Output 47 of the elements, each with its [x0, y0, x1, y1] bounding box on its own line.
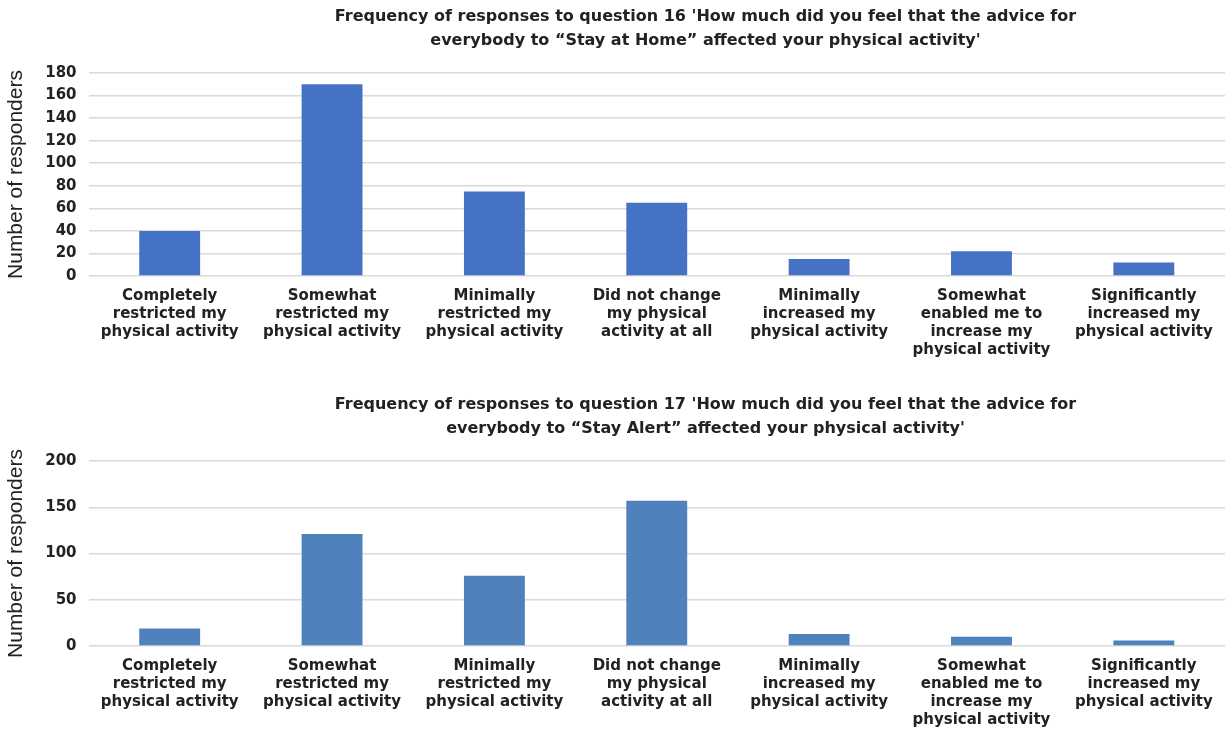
y-tick-label: 100: [45, 153, 77, 172]
x-tick-label: Somewhat restricted my physical activity: [263, 655, 402, 710]
y-tick-label: 50: [55, 589, 77, 608]
y-tick-label: 200: [45, 450, 77, 469]
x-tick-label: Significantly increased my physical activity: [1074, 655, 1213, 710]
y-axis-title: Number of responders: [3, 449, 27, 658]
y-tick-label: 40: [55, 220, 77, 239]
y-tick-label: 0: [66, 265, 77, 284]
x-tick-label: Minimally increased my physical activity: [750, 655, 889, 710]
y-tick-label: 20: [55, 243, 77, 262]
x-tick-label: Minimally restricted my physical activity: [425, 285, 564, 340]
y-tick-label: 60: [55, 198, 77, 217]
x-tick-label: Minimally increased my physical activity: [750, 285, 889, 340]
y-tick-label: 120: [45, 130, 77, 149]
y-tick-label: 80: [55, 175, 77, 194]
x-tick-label: Did not change my physical activity at all: [592, 285, 721, 340]
chart-title: Frequency of responses to question 17 'How much did you feel that the advice for everybody to “Stay Alert” affected your physical activity': [333, 393, 1078, 439]
bar: [301, 534, 363, 646]
bar: [1113, 640, 1175, 646]
bar: [1113, 262, 1175, 276]
x-tick-label: Completely restricted my physical activity: [100, 285, 239, 340]
bar: [788, 633, 850, 646]
y-tick-label: 0: [66, 635, 77, 654]
x-tick-label: Somewhat enabled me to increase my physical activity: [912, 655, 1051, 728]
chart-title: Frequency of responses to question 16 'How much did you feel that the advice for everybody to “Stay at Home” affected your physical activity': [333, 5, 1078, 51]
x-tick-label: Minimally restricted my physical activity: [425, 655, 564, 710]
y-tick-label: 160: [45, 85, 77, 104]
y-tick-label: 100: [45, 543, 77, 562]
bar: [788, 259, 850, 276]
bar: [139, 628, 201, 646]
x-tick-label: Completely restricted my physical activity: [100, 655, 239, 710]
bar: [626, 202, 688, 276]
bar: [951, 636, 1012, 646]
x-tick-label: Somewhat restricted my physical activity: [263, 285, 402, 340]
x-tick-label: Significantly increased my physical activity: [1074, 285, 1213, 340]
bar: [463, 575, 525, 646]
bar: [626, 500, 688, 646]
y-tick-label: 150: [45, 497, 77, 516]
x-tick-label: Did not change my physical activity at all: [592, 655, 721, 710]
bar: [463, 191, 525, 276]
x-tick-label: Somewhat enabled me to increase my physical activity: [912, 285, 1051, 358]
y-tick-label: 180: [45, 62, 77, 81]
bar: [139, 230, 201, 276]
bar: [301, 84, 363, 276]
bar: [951, 251, 1012, 276]
y-axis-title: Number of responders: [3, 70, 27, 279]
y-tick-label: 140: [45, 108, 77, 126]
